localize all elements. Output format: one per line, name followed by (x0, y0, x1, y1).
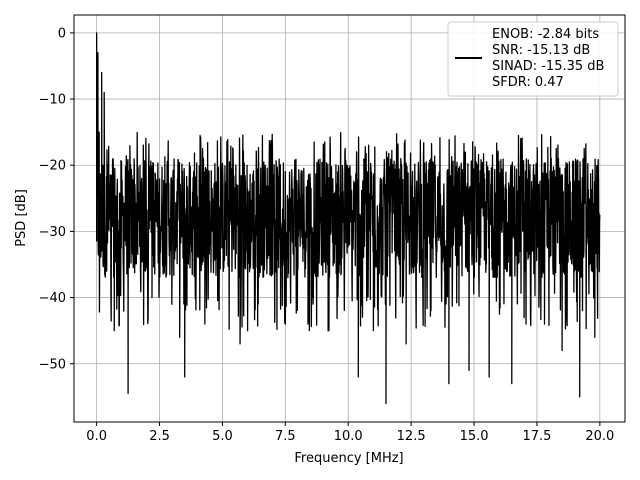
ticks: 0.0 2.5 5.0 7.5 10.0 12.5 15.0 17.5 20.0 0 −10 −20 −… (39, 26, 615, 444)
legend-line-text: SINAD: -15.35 dB (492, 59, 604, 74)
y-tick-label: −10 (39, 93, 66, 108)
x-tick-label: 0.0 (86, 429, 107, 444)
legend-box (447, 21, 619, 97)
x-tick-label: 5.0 (212, 429, 233, 444)
x-tick-label: 20.0 (585, 429, 614, 444)
y-tick-label: 0 (58, 26, 66, 41)
x-tick-label: 17.5 (522, 429, 551, 444)
x-tick-label: 7.5 (275, 429, 296, 444)
legend-label: ENOB: -2.84 bits SNR: -15.13 dB SINAD: -15… (492, 27, 604, 90)
y-tick-label: −30 (39, 225, 66, 240)
legend: ENOB: -2.84 bits SNR: -15.13 dB SINAD: -15… (447, 21, 619, 97)
x-tick-label: 10.0 (334, 429, 363, 444)
x-axis-label: Frequency [MHz] (294, 451, 403, 466)
y-axis-label: PSD [dB] (14, 189, 29, 247)
legend-line-text: ENOB: -2.84 bits (492, 27, 599, 42)
x-tick-label: 12.5 (397, 429, 426, 444)
plot-frame (73, 14, 626, 423)
x-tick-label: 2.5 (149, 429, 170, 444)
legend-line-text: SNR: -15.13 dB (492, 43, 590, 58)
y-tick-label: −20 (39, 159, 66, 174)
psd-series-line (95, 32, 601, 405)
legend-line-text: SFDR: 0.47 (492, 75, 564, 90)
x-tick-label: 15.0 (460, 429, 489, 444)
y-tick-label: −50 (39, 357, 66, 372)
series (95, 32, 601, 405)
y-tick-label: −40 (39, 291, 66, 306)
